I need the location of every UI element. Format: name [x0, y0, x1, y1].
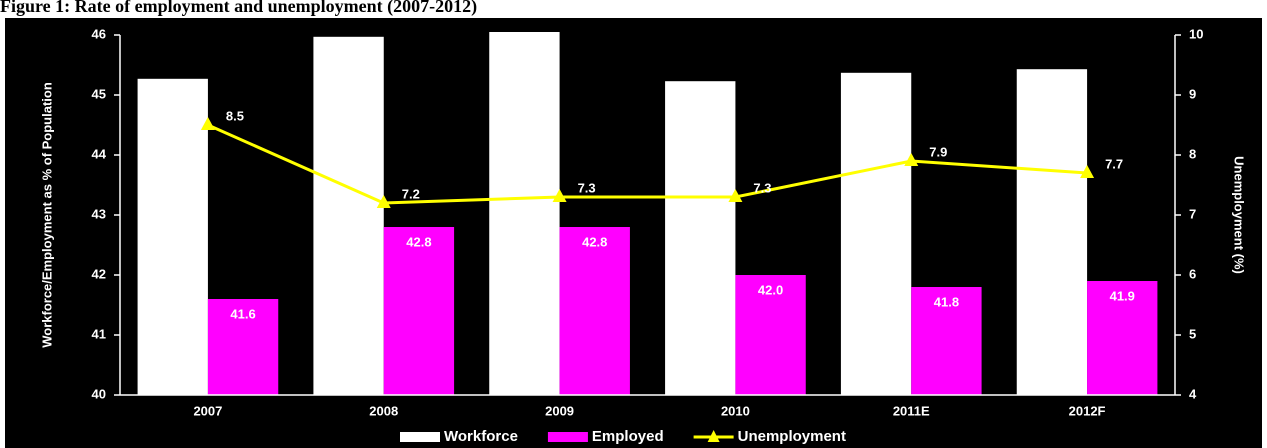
- bar: [1087, 281, 1158, 395]
- data-label: 42.0: [758, 282, 783, 297]
- bar: [735, 275, 806, 395]
- line-marker: [904, 153, 919, 166]
- bar: [559, 227, 630, 395]
- y2-tick-label: 5: [1189, 326, 1196, 341]
- data-label: 7.3: [578, 180, 596, 195]
- y2-tick-label: 10: [1189, 26, 1203, 41]
- y2-tick-label: 8: [1189, 146, 1196, 161]
- y2-tick-label: 7: [1189, 206, 1196, 221]
- y2-tick-label: 9: [1189, 86, 1196, 101]
- x-tick-label: 2007: [193, 403, 222, 418]
- x-tick-label: 2009: [545, 403, 574, 418]
- chart-title: Figure 1: Rate of employment and unemplo…: [0, 0, 477, 17]
- legend-label: Unemployment: [738, 428, 846, 445]
- x-tick-label: 2012F: [1069, 403, 1106, 418]
- y-tick-label: 44: [92, 146, 107, 161]
- legend-swatch: [400, 432, 440, 442]
- y2-axis-label: Unemployment (%): [1232, 156, 1247, 274]
- bar: [489, 32, 560, 395]
- line-marker: [552, 189, 567, 202]
- y-tick-label: 43: [92, 206, 106, 221]
- y-tick-label: 42: [92, 266, 106, 281]
- legend-label: Employed: [592, 428, 664, 445]
- legend-swatch: [707, 430, 720, 442]
- bar: [383, 227, 455, 395]
- y-tick-label: 46: [92, 26, 106, 41]
- data-label: 41.6: [230, 306, 255, 321]
- data-label: 7.2: [402, 186, 420, 201]
- data-label: 42.8: [582, 234, 607, 249]
- line-marker: [200, 117, 215, 130]
- line: [207, 123, 1088, 205]
- x-tick-label: 2011E: [893, 403, 930, 418]
- line-marker: [1080, 165, 1095, 178]
- y2-tick-label: 4: [1189, 386, 1197, 401]
- y2-tick-label: 6: [1189, 266, 1196, 281]
- data-label: 41.9: [1110, 288, 1135, 303]
- data-label: 42.8: [406, 234, 431, 249]
- x-tick-label: 2010: [721, 403, 750, 418]
- bar: [840, 72, 912, 396]
- bar: [137, 78, 208, 396]
- data-label: 41.8: [934, 294, 959, 309]
- data-label: 7.9: [929, 144, 947, 159]
- line-marker: [376, 195, 391, 208]
- data-label: 7.3: [753, 180, 771, 195]
- line-marker: [728, 189, 743, 202]
- data-label: 7.7: [1105, 156, 1123, 171]
- bar: [207, 299, 279, 395]
- legend-label: Workforce: [444, 428, 518, 445]
- bar: [911, 287, 982, 395]
- legend-swatch: [547, 432, 588, 442]
- y-tick-label: 40: [92, 386, 106, 401]
- data-label: 8.5: [226, 108, 244, 123]
- y-axis-label: Workforce/Employment as % of Population: [39, 82, 54, 348]
- y-tick-label: 41: [92, 326, 106, 341]
- bar: [1016, 69, 1088, 395]
- x-tick-label: 2008: [369, 403, 398, 418]
- bar: [665, 81, 736, 395]
- y-tick-label: 45: [92, 86, 106, 101]
- bar: [313, 36, 384, 396]
